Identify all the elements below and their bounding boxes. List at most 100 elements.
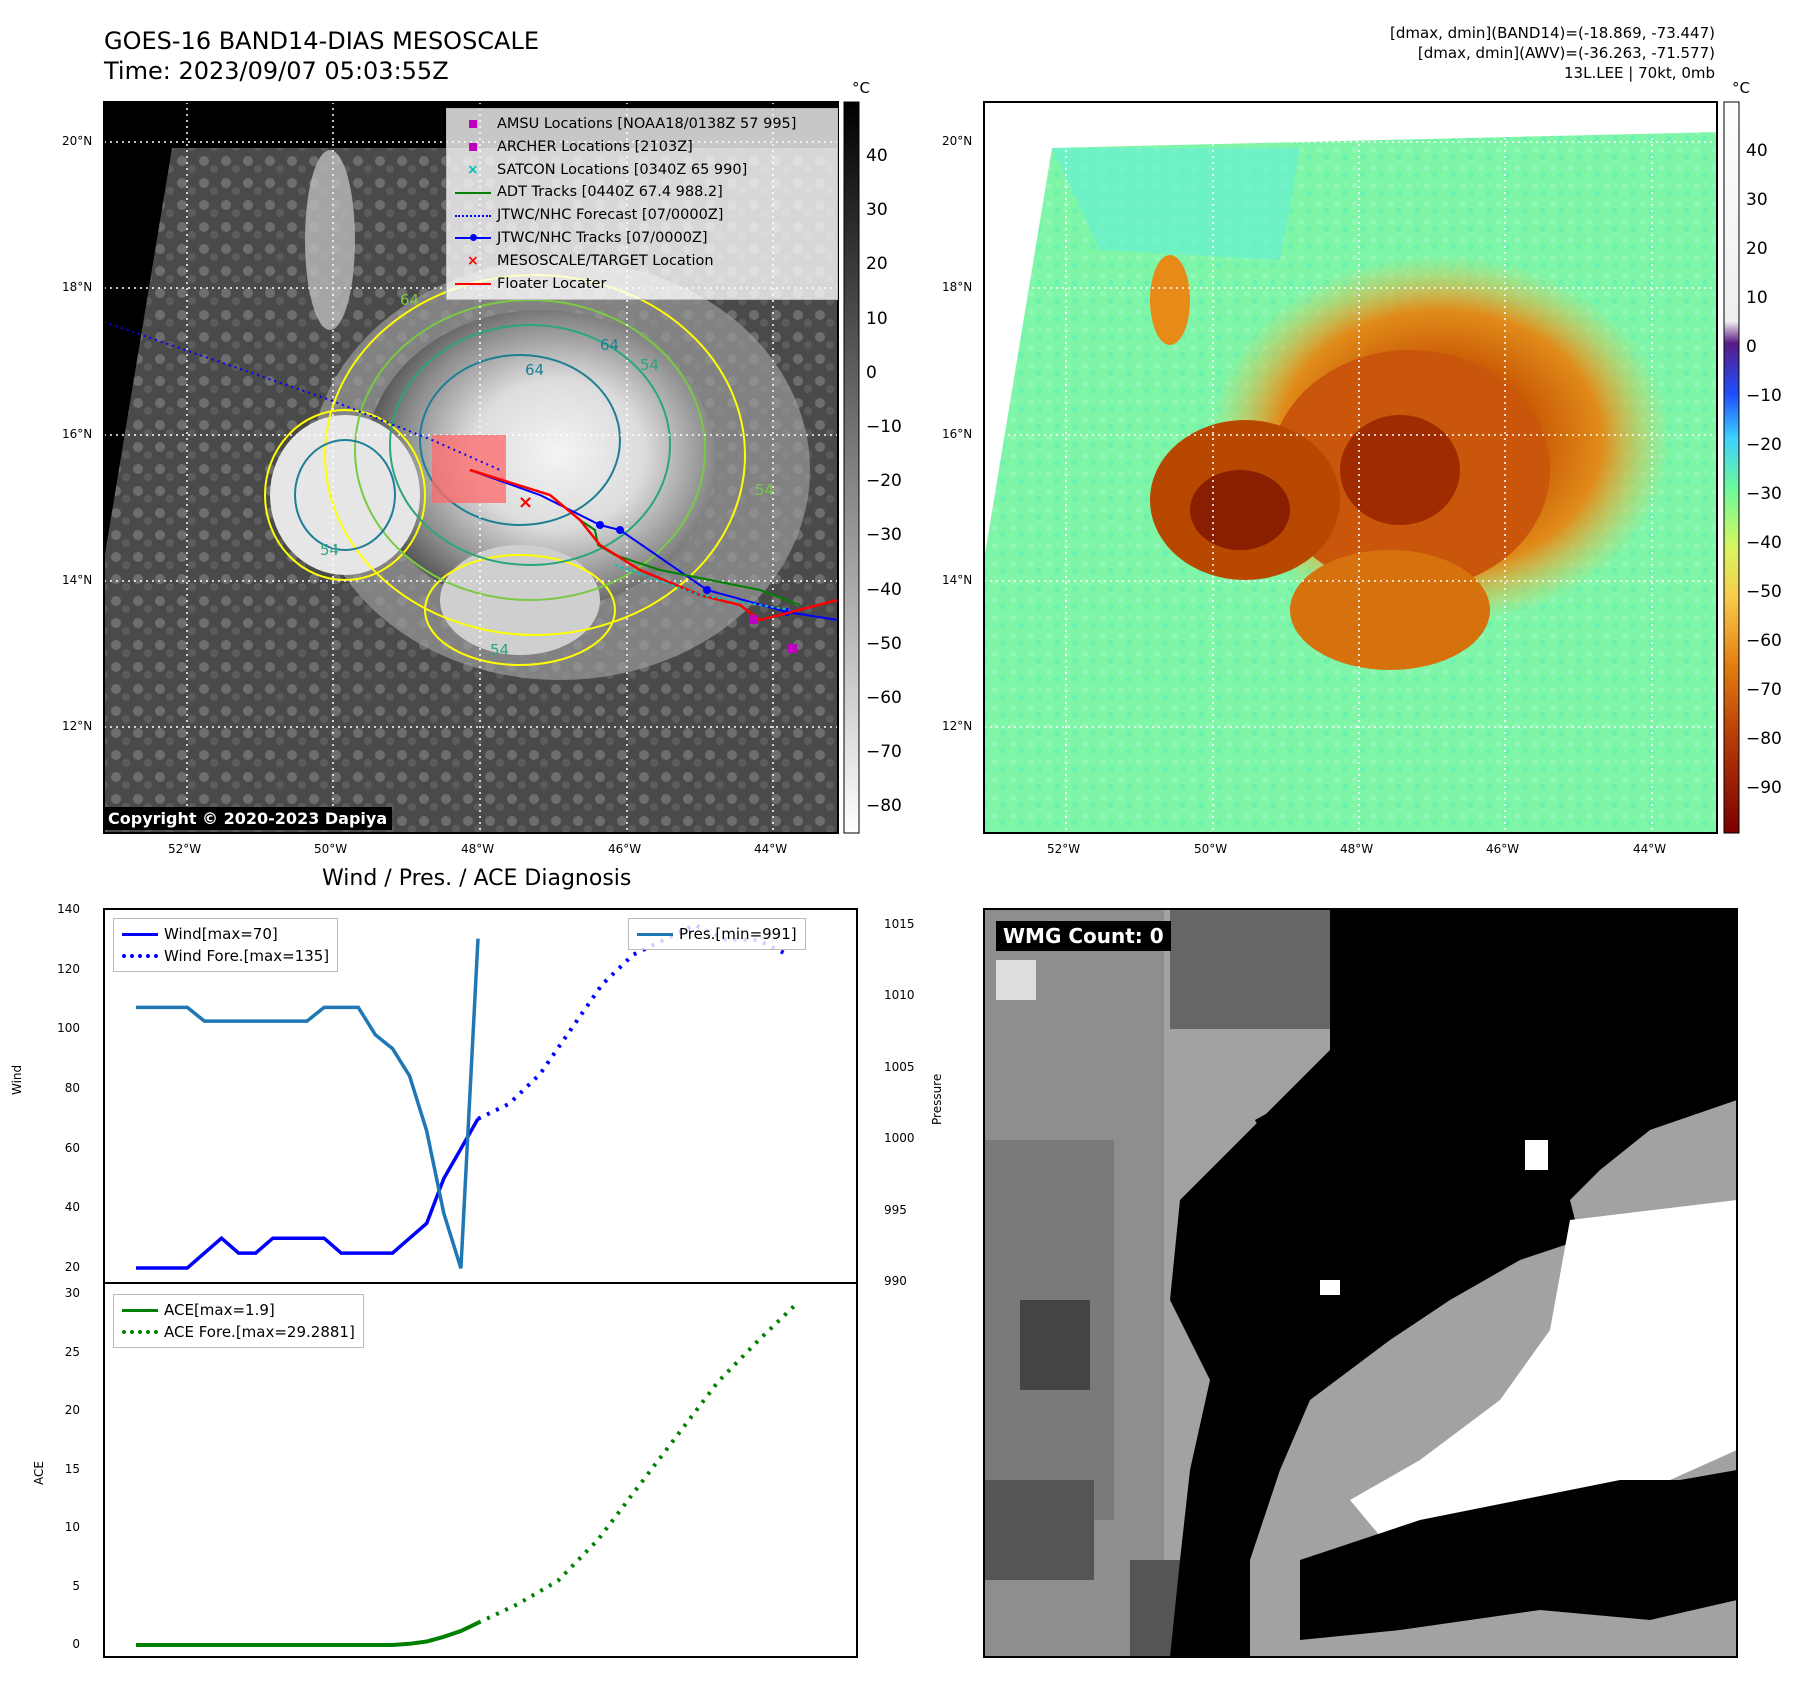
- lat-tick: 20°N: [62, 134, 93, 148]
- axis-tick-label: 140: [57, 902, 80, 916]
- legend-item-ace: ACE[max=1.9]: [122, 1299, 355, 1321]
- axis-tick-label: 990: [884, 1274, 907, 1288]
- axis-tick-label: 20: [64, 1260, 80, 1274]
- wind-series-line: [136, 1117, 480, 1270]
- colorbar-tick-label: −10: [1746, 386, 1782, 406]
- satcon-track: [614, 564, 791, 611]
- contour-label: 54: [320, 541, 339, 559]
- lon-tick: 50°W: [1194, 842, 1228, 856]
- storm-label: 13L.LEE | 70kt, 0mb: [1564, 64, 1715, 82]
- amsu-marker: [749, 615, 758, 624]
- figure-title: GOES-16 BAND14-DIAS MESOSCALE: [104, 27, 540, 55]
- axis-tick-label: 0: [72, 1637, 80, 1651]
- colorbar-tick-label: −90: [1746, 778, 1782, 798]
- colorbar-tick-label: −70: [866, 742, 902, 763]
- axis-tick-label: 30: [64, 1286, 80, 1300]
- lon-tick: 48°W: [461, 842, 495, 856]
- diagnosis-title: Wind / Pres. / ACE Diagnosis: [322, 866, 632, 891]
- gray-colorbar: [843, 101, 860, 834]
- wmg-count-label: WMG Count: 0: [996, 921, 1171, 951]
- colorbar-unit: °C: [852, 79, 870, 97]
- colorbar-tick-label: −10: [866, 417, 902, 437]
- ace-axis-label: ACE: [32, 1461, 46, 1485]
- axis-tick-label: 120: [57, 961, 80, 976]
- legend-item-adt: ADT Tracks [0440Z 67.4 988.2]: [455, 181, 829, 204]
- pressure-legend: Pres.[min=991]: [628, 918, 806, 950]
- colorbar-tick-label: 10: [1746, 288, 1768, 308]
- legend-item-ace-forecast: ACE Fore.[max=29.2881]: [122, 1321, 355, 1343]
- axis-tick-label: 5: [72, 1578, 80, 1593]
- colorbar-tick-label: −30: [866, 525, 902, 546]
- legend-item-wind: Wind[max=70]: [122, 923, 329, 945]
- contour-label: 54: [640, 356, 659, 374]
- lat-tick: 16°N: [62, 427, 93, 441]
- contour-label: 54: [755, 481, 774, 499]
- axis-tick-label: 20: [64, 1403, 80, 1417]
- colorbar-tick-label: 0: [1746, 337, 1757, 357]
- legend-item-forecast: JTWC/NHC Forecast [07/0000Z]: [455, 204, 829, 227]
- colorbar-tick-label: −30: [1746, 484, 1782, 504]
- copyright-label: Copyright © 2020-2023 Dapiya: [103, 807, 393, 830]
- colorbar-tick-label: −50: [1746, 582, 1782, 602]
- axis-tick-label: 1015: [884, 917, 915, 931]
- color-map-gridlines: [984, 102, 1717, 833]
- ir-imagery: 64 64 54 54 54 54 64: [104, 102, 838, 833]
- contour-label: 64: [400, 291, 419, 309]
- axis-tick-label: 60: [64, 1140, 80, 1155]
- map-legend: AMSU Locations [NOAA18/0138Z 57 995] ARC…: [446, 108, 838, 301]
- lon-tick: 50°W: [314, 842, 348, 856]
- wind-legend: Wind[max=70] Wind Fore.[max=135]: [113, 918, 339, 972]
- colorbar-tick-label: 0: [866, 362, 877, 383]
- lat-tick: 18°N: [62, 280, 93, 294]
- pressure-series-line: [136, 938, 480, 1269]
- color-colorbar: [1723, 101, 1740, 834]
- axis-tick-label: 1000: [884, 1131, 915, 1146]
- axis-tick-label: 40: [64, 1200, 80, 1215]
- colorbar-tick-label: 20: [866, 254, 888, 275]
- color-map-panel: [983, 101, 1718, 834]
- colorbar-tick-label: −20: [866, 471, 902, 492]
- contour-label: 54: [490, 641, 509, 659]
- ace-legend: ACE[max=1.9] ACE Fore.[max=29.2881]: [113, 1294, 364, 1348]
- axis-tick-label: 995: [884, 1202, 907, 1217]
- stats-awv: [dmax, dmin](AWV)=(-36.263, -71.577): [1417, 44, 1715, 62]
- legend-item-target: × MESOSCALE/TARGET Location: [467, 252, 714, 270]
- forecast-track: [104, 321, 501, 471]
- colorbar-tick-label: 10: [866, 308, 888, 329]
- colorbar-tick-label: −60: [866, 688, 902, 708]
- axis-tick-label: 80: [64, 1081, 80, 1095]
- colorbar-tick-label: −80: [866, 796, 902, 817]
- axis-tick-label: 15: [64, 1461, 80, 1476]
- axis-tick-label: 1005: [884, 1059, 915, 1074]
- colorbar-tick-label: −80: [1746, 729, 1782, 749]
- colorbar-tick-label: −60: [1746, 631, 1782, 651]
- lat-tick: 16°N: [942, 427, 973, 441]
- floater-box: [432, 435, 506, 503]
- lon-tick: 52°W: [1047, 842, 1081, 856]
- legend-item-amsu: AMSU Locations [NOAA18/0138Z 57 995]: [455, 113, 829, 136]
- colorbar-tick-label: −70: [1746, 680, 1782, 700]
- lon-tick: 52°W: [168, 842, 202, 856]
- lat-tick: 14°N: [62, 573, 93, 587]
- axis-tick-label: 1010: [884, 988, 915, 1003]
- archer-marker: [788, 644, 797, 653]
- lon-tick: 48°W: [1340, 842, 1374, 856]
- lon-tick: 46°W: [1486, 842, 1520, 856]
- pressure-axis-label: Pressure: [930, 1073, 944, 1125]
- legend-item-pressure: Pres.[min=991]: [637, 923, 797, 945]
- colorbar-tick-label: 30: [866, 200, 888, 221]
- lat-tick: 20°N: [942, 134, 973, 148]
- lat-tick: 12°N: [62, 719, 93, 733]
- legend-item-jtwc: JTWC/NHC Tracks [07/0000Z]: [455, 227, 829, 250]
- lat-tick: 12°N: [942, 719, 973, 733]
- colorbar-tick-label: 30: [1746, 190, 1768, 210]
- lon-tick: 46°W: [608, 842, 642, 856]
- ace-series-line: [136, 1620, 479, 1647]
- figure-time: Time: 2023/09/07 05:03:55Z: [104, 57, 449, 85]
- lon-tick: 44°W: [1633, 842, 1667, 856]
- colorbar-tick-label: −20: [1746, 435, 1782, 455]
- map-frame: [103, 101, 839, 834]
- contour-label: 64: [600, 336, 619, 354]
- colorbar-tick-label: 40: [1746, 141, 1768, 161]
- legend-item-floater: Floater Locater: [455, 273, 829, 296]
